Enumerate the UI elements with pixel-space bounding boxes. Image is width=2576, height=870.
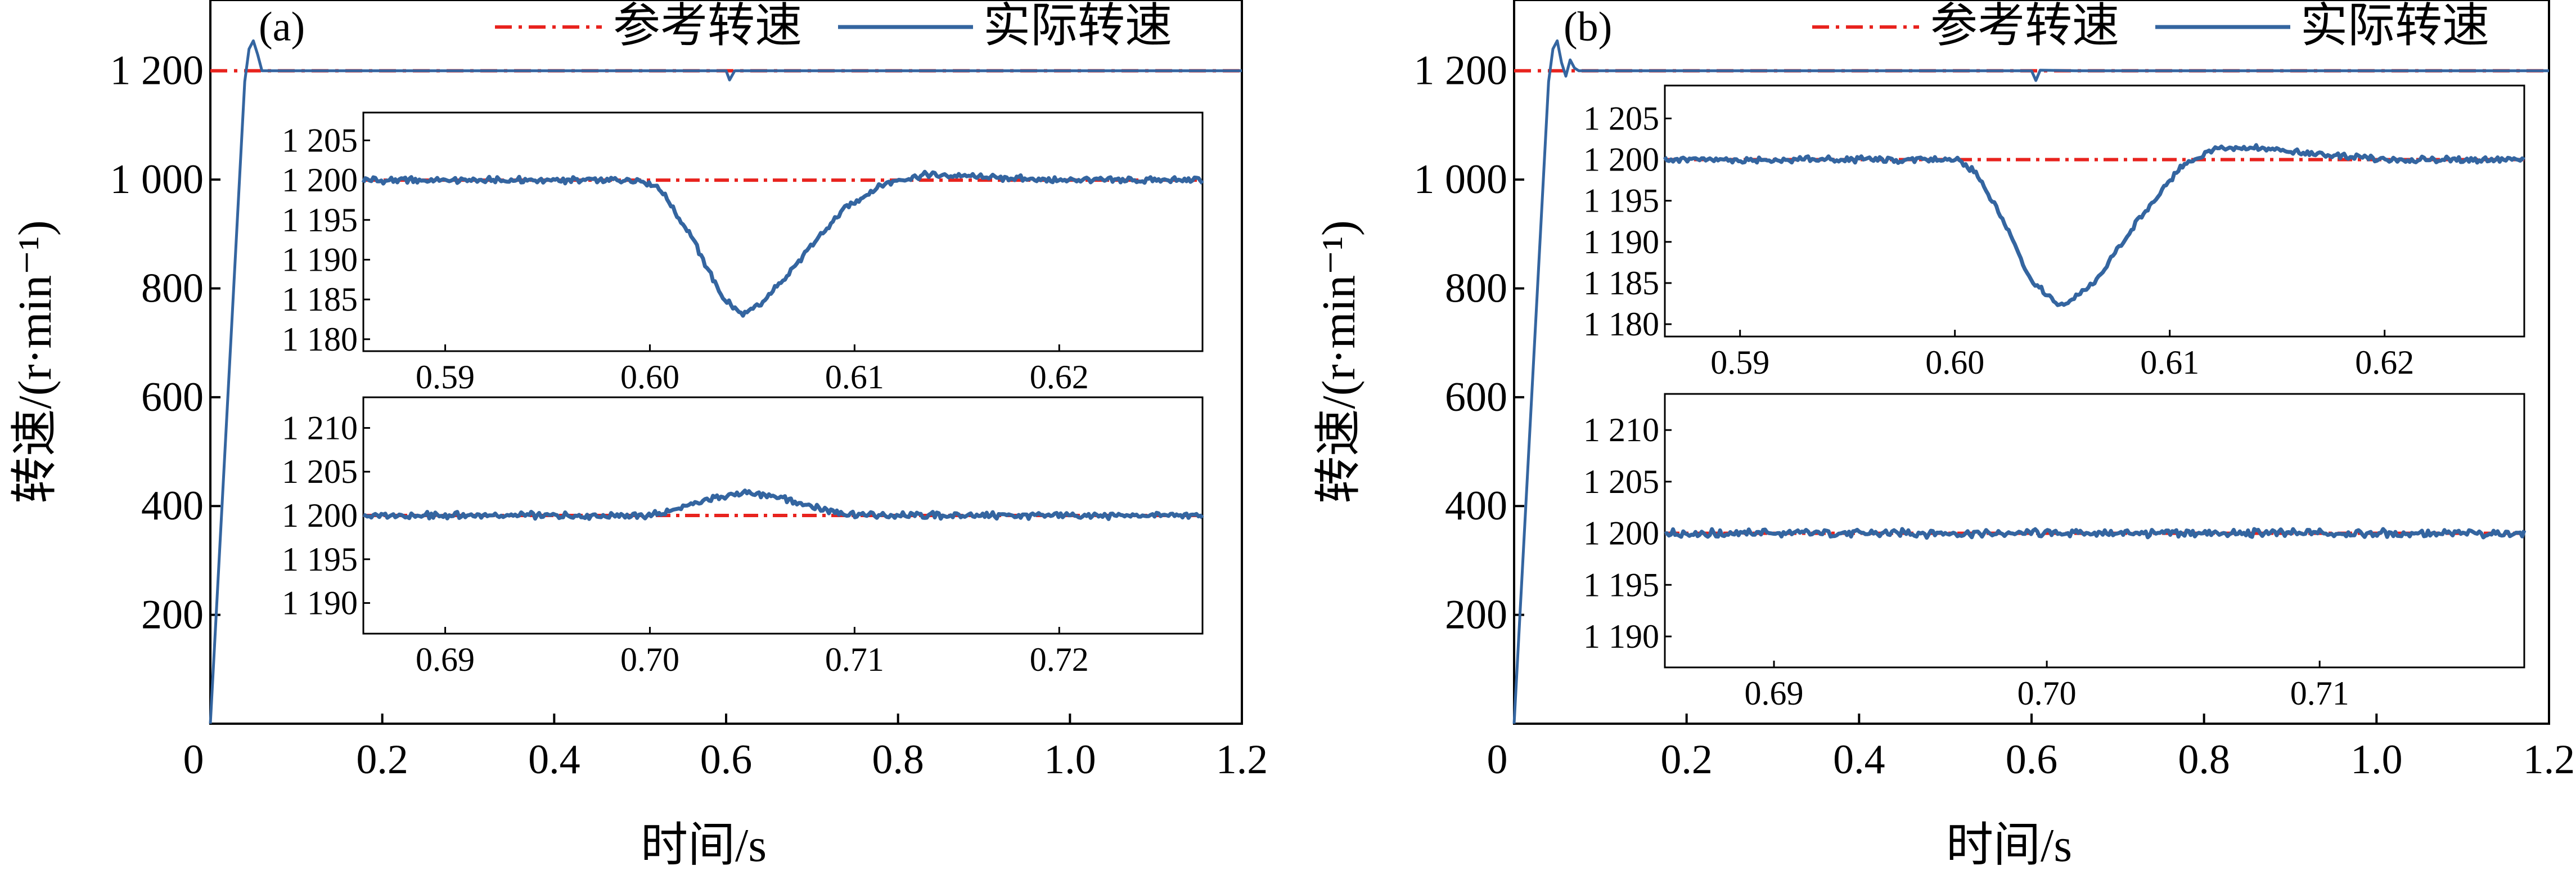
inset-x-tick-label: 0.60 [620,358,679,396]
y-tick-label: 400 [1445,483,1507,529]
inset-y-tick-label: 1 210 [282,409,358,446]
inset-x-tick-label: 0.71 [825,641,884,678]
inset-x-tick-label: 0.61 [825,358,884,396]
inset-y-tick-label: 1 205 [1583,100,1659,137]
y-tick-label: 1 000 [1414,156,1508,203]
panel-label: (b) [1564,4,1612,50]
legend-reference-label: 参考转速 [1930,0,2119,52]
x-tick-label: 0.8 [872,737,924,783]
inset-y-tick-label: 1 180 [282,321,358,358]
x-tick-label: 0.4 [528,737,580,783]
inset-plot-area [362,111,1204,352]
y-tick-label: 200 [1445,592,1507,638]
y-tick-label: 800 [141,265,204,311]
inset-x-tick-label: 0.69 [416,641,475,678]
inset-y-tick-label: 1 180 [1583,306,1659,343]
x-tick-label: 1.0 [1044,737,1096,783]
inset-y-tick-label: 1 185 [282,281,358,318]
inset-x-tick-label: 0.59 [416,358,475,396]
inset-y-tick-label: 1 195 [1583,182,1659,219]
inset-y-tick-label: 1 205 [1583,463,1659,500]
y-tick-label: 1 200 [110,48,204,94]
inset-actual-line [1663,143,2525,307]
x-axis-label: 时间/s [641,819,767,870]
legend: 参考转速 实际转速 [495,0,1172,52]
series-actual-line [209,39,1242,724]
legend-actual-label: 实际转速 [983,0,1172,52]
inset-y-tick-label: 1 200 [282,162,358,199]
inset-y-tick-label: 1 190 [282,585,358,622]
x-tick-label: 0 [183,737,204,783]
x-tick-label: 1.2 [1216,737,1268,783]
inset-y-tick-label: 1 190 [1583,223,1659,261]
inset-x-tick-label: 0.60 [1925,344,1984,381]
inset-y-tick-label: 1 195 [282,541,358,578]
inset-x-tick-label: 0.59 [1710,344,1769,381]
legend-reference-label: 参考转速 [613,0,802,52]
inset-x-tick-label: 0.72 [1030,641,1089,678]
inset-actual-line [361,169,1204,318]
y-tick-label: 800 [1445,265,1507,311]
legend: 参考转速 实际转速 [1812,0,2489,52]
inset-y-tick-label: 1 195 [282,201,358,239]
inset-actual-line [1664,527,2527,540]
x-tick-label: 0.8 [2178,737,2230,783]
inset-y-tick-label: 1 190 [282,241,358,278]
inset-y-tick-label: 1 205 [282,122,358,159]
inset-2: 0.69 0.70 0.71 1 190 1 195 1 200 1 205 1 210 [1583,393,2527,712]
inset-x-tick-label: 0.69 [1745,675,1804,712]
inset-y-tick-label: 1 205 [282,453,358,490]
inset-plot-area [1664,84,2525,338]
inset-x-tick-label: 0.61 [2140,344,2199,381]
y-tick-label: 200 [141,592,204,638]
y-axis-label: 转速/(r·min⁻¹) [9,220,61,503]
y-tick-label: 1 000 [110,156,204,203]
x-tick-label: 1.0 [2350,737,2403,783]
inset-y-tick-label: 1 190 [1583,618,1659,655]
panel-label: (a) [259,4,305,50]
x-tick-label: 0.6 [700,737,753,783]
x-tick-label: 0.2 [1660,737,1713,783]
legend-actual-label: 实际转速 [2300,0,2489,52]
y-tick-label: 400 [141,483,204,529]
inset-y-tick-label: 1 200 [1583,141,1659,178]
y-tick-label: 600 [141,374,204,420]
series-actual-line [1512,39,2549,724]
inset-y-tick-label: 1 185 [1583,264,1659,302]
y-axis-label: 转速/(r·min⁻¹) [1313,220,1365,503]
inset-x-tick-label: 0.62 [2355,344,2414,381]
inset-x-tick-label: 0.71 [2290,675,2349,712]
panel-b: 0 0.2 0.4 0.6 0.8 1.0 1.2 200 400 600 800 1 000 1 20… [1313,0,2575,870]
y-tick-label: 600 [1445,374,1507,420]
inset-x-tick-label: 0.62 [1030,358,1089,396]
inset-actual-line [362,488,1204,521]
x-axis-label: 时间/s [1946,819,2072,870]
inset-x-tick-label: 0.70 [2017,675,2077,712]
inset-y-tick-label: 1 210 [1583,411,1659,449]
x-tick-label: 1.2 [2523,737,2575,783]
x-tick-label: 0.2 [356,737,408,783]
inset-2: 0.69 0.70 0.71 0.72 1 190 1 195 1 200 1 205 1 21… [282,396,1204,678]
inset-y-tick-label: 1 195 [1583,566,1659,603]
inset-y-tick-label: 1 200 [282,497,358,534]
inset-y-tick-label: 1 200 [1583,515,1659,552]
inset-x-tick-label: 0.70 [620,641,679,678]
x-tick-label: 0.6 [2006,737,2058,783]
panel-a: 0 0.2 0.4 0.6 0.8 1.0 1.2 200 400 600 800 1 000 1 20… [9,0,1268,870]
x-tick-label: 0.4 [1833,737,1885,783]
y-tick-label: 1 200 [1414,48,1508,94]
x-tick-label: 0 [1487,737,1508,783]
